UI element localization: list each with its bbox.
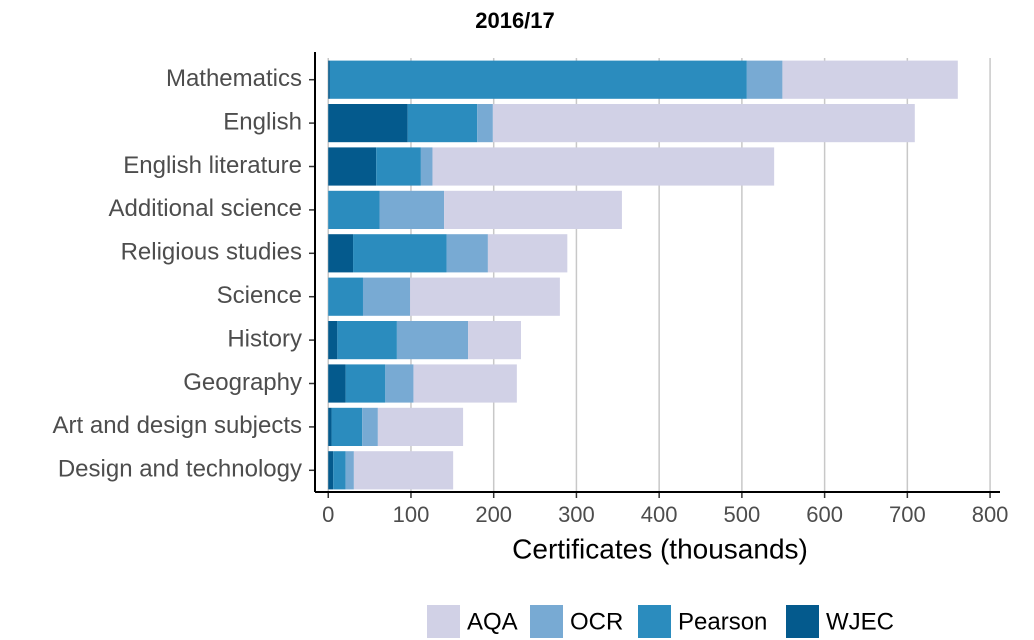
bar-segment [331, 407, 363, 446]
bar-segment [328, 364, 346, 403]
legend-label: Pearson [678, 608, 767, 635]
bar-segment [345, 451, 354, 490]
x-tick-label: 200 [475, 502, 512, 527]
bar-segment [328, 60, 330, 99]
legend-swatch [530, 605, 563, 638]
x-tick-label: 500 [724, 502, 761, 527]
bar-segment [782, 60, 958, 99]
y-tick-label: Religious studies [121, 239, 302, 266]
bar-segment [337, 321, 397, 360]
bar-segment [328, 190, 380, 229]
legend-swatch [427, 605, 460, 638]
bar-segment [492, 104, 915, 143]
legend-label: OCR [570, 608, 623, 635]
bar-segment [328, 277, 363, 316]
x-axis-label: Certificates (thousands) [512, 533, 808, 564]
bar-segment [407, 104, 478, 143]
bar-segment [328, 104, 408, 143]
legend-label: WJEC [826, 608, 894, 635]
bar-segment [376, 147, 421, 186]
x-tick-label: 600 [806, 502, 843, 527]
bar-segment [377, 407, 464, 446]
bar-segment [410, 277, 560, 316]
legend-swatch [638, 605, 671, 638]
bar-segment [420, 147, 433, 186]
bar-segment [379, 190, 445, 229]
legend-label: AQA [467, 608, 518, 635]
bar-segment [468, 321, 521, 360]
bar-segment [446, 234, 488, 273]
bar-segment [477, 104, 493, 143]
bar-segment [362, 407, 378, 446]
bar-segment [345, 364, 386, 403]
y-tick-label: Geography [183, 369, 302, 396]
y-tick-label: History [227, 325, 302, 352]
bar-segment [385, 364, 414, 403]
bar-segment [328, 147, 377, 186]
x-tick-label: 800 [972, 502, 1009, 527]
y-tick-label: Science [217, 282, 302, 309]
bar-segment [333, 451, 346, 490]
bar-segment [328, 234, 354, 273]
bar-segment [353, 234, 447, 273]
x-tick-label: 700 [889, 502, 926, 527]
bar-segment [413, 364, 517, 403]
chart-title: 2016/17 [475, 8, 555, 33]
bar-segment [362, 277, 411, 316]
y-tick-label: Art and design subjects [53, 412, 302, 439]
bar-segment [432, 147, 775, 186]
bar-segment [444, 190, 622, 229]
y-tick-label: Mathematics [166, 65, 302, 92]
x-tick-label: 0 [322, 502, 334, 527]
y-tick-label: Additional science [109, 195, 302, 222]
bar-segment [487, 234, 568, 273]
x-tick-label: 300 [558, 502, 595, 527]
bar-segment [396, 321, 469, 360]
bar-segment [328, 451, 334, 490]
bar-segment [353, 451, 454, 490]
x-tick-label: 100 [393, 502, 430, 527]
bar-segment [328, 407, 332, 446]
y-tick-label: English [223, 108, 302, 135]
legend-swatch [786, 605, 819, 638]
bar-segment [328, 321, 338, 360]
bar-segment [746, 60, 783, 99]
y-tick-label: English literature [123, 152, 302, 179]
y-tick-label: Design and technology [58, 456, 302, 483]
bar-segment [329, 60, 747, 99]
x-tick-label: 400 [641, 502, 678, 527]
